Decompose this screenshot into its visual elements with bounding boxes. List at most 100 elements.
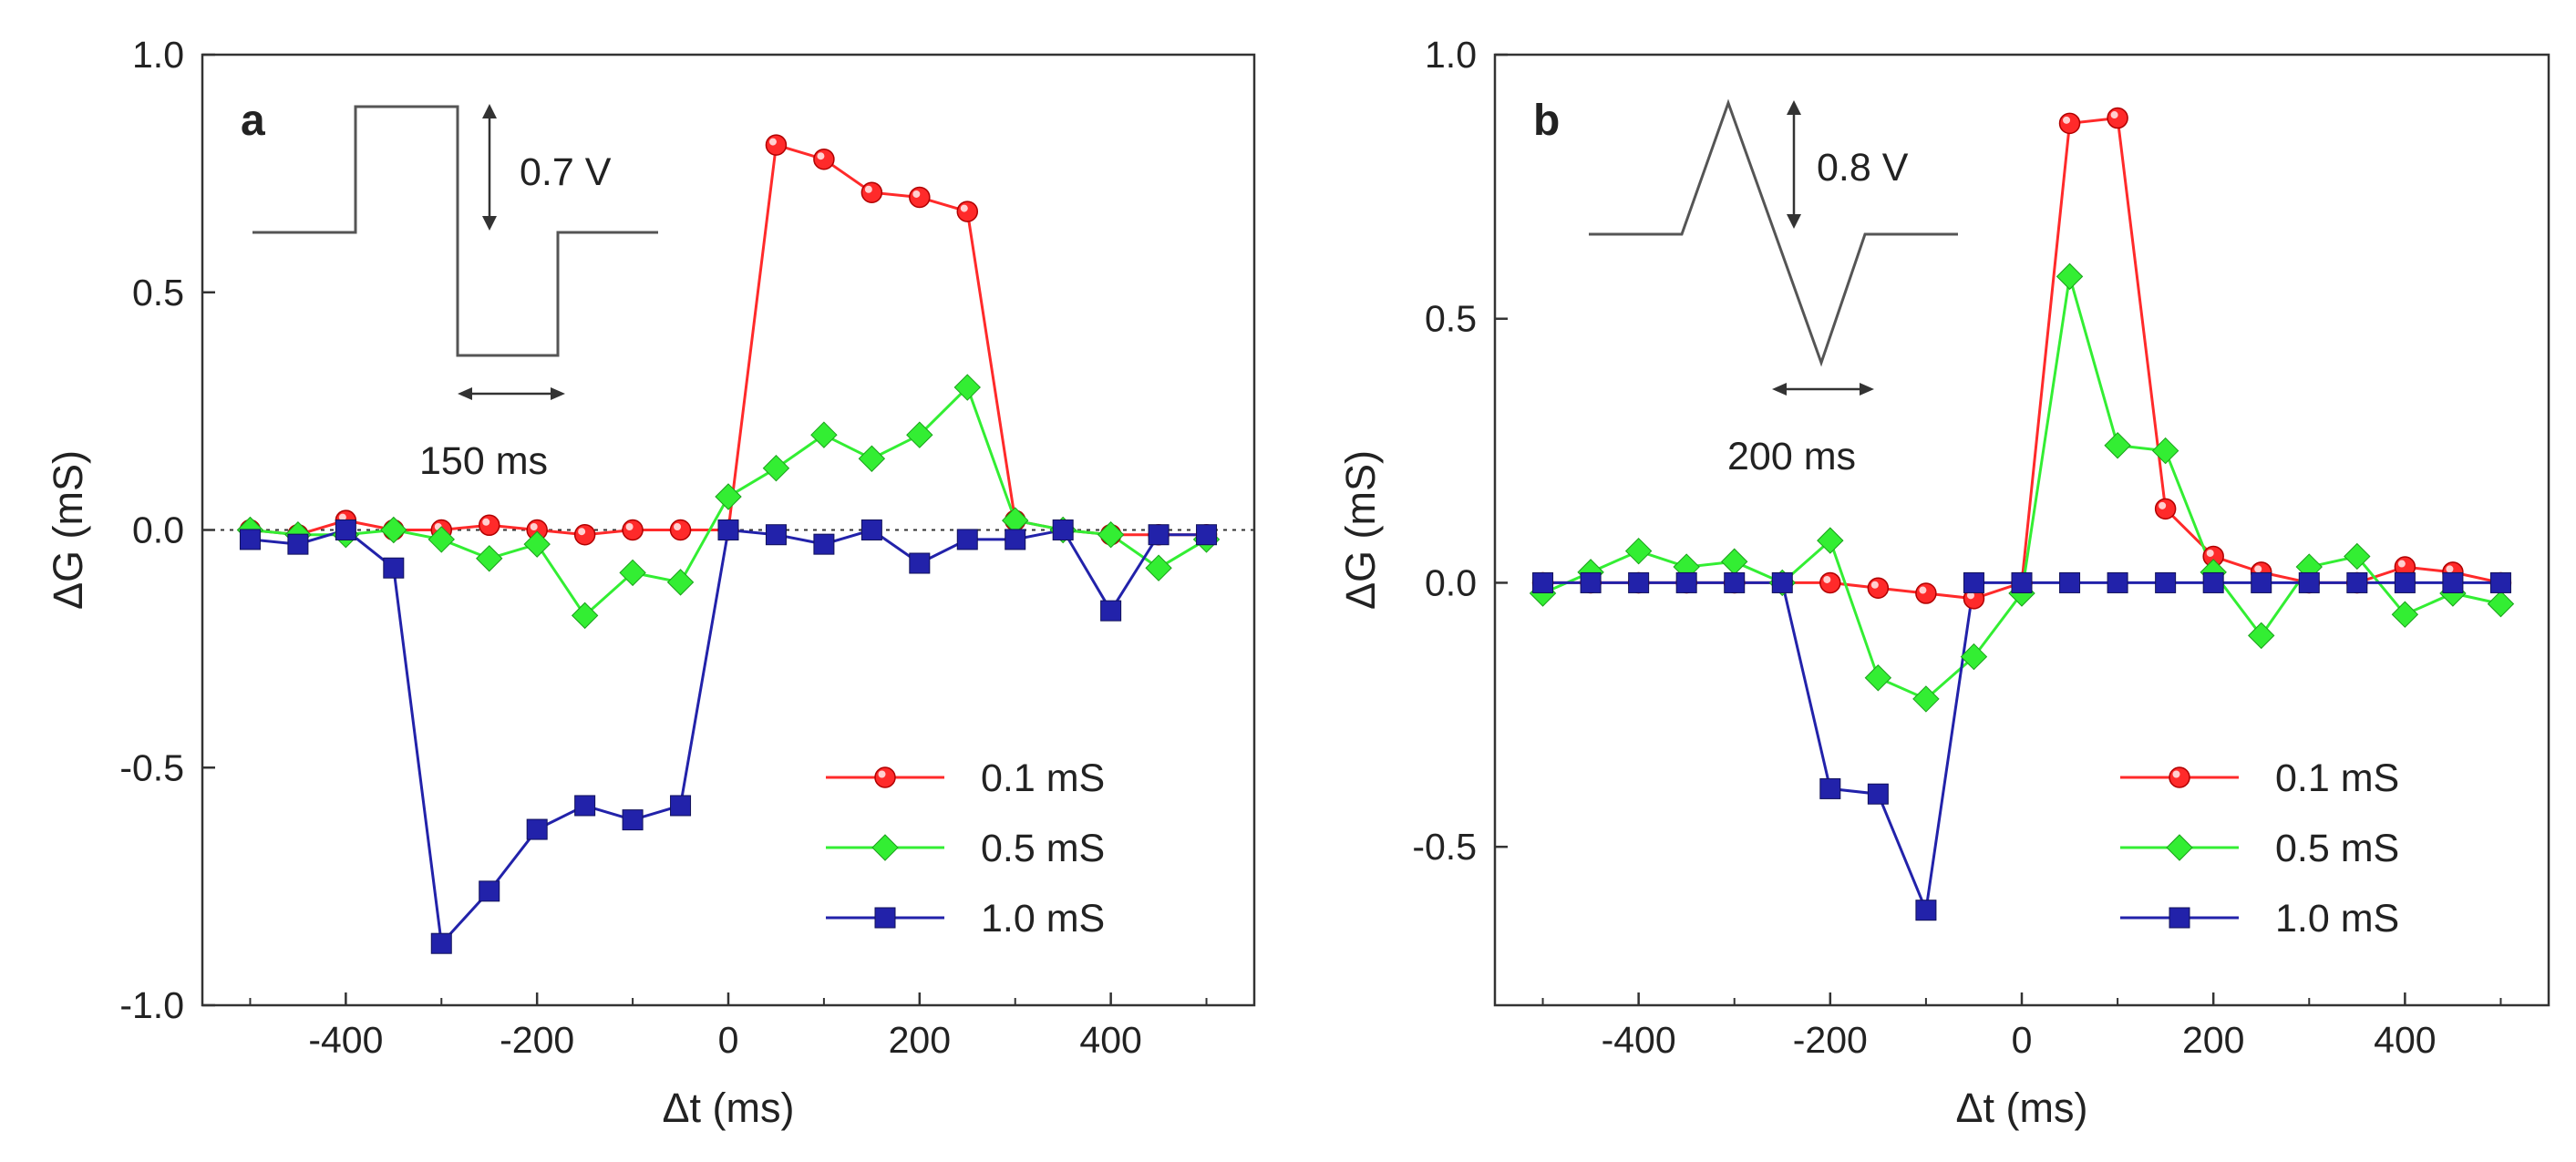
marker-circle — [765, 134, 788, 156]
legend-item-0-5-mS: 0.5 mS — [2120, 827, 2399, 870]
data-point-0-5-mS-7 — [1864, 664, 1892, 692]
marker-diamond — [571, 602, 599, 630]
marker-circle — [573, 523, 596, 546]
marker-highlight — [2172, 770, 2180, 778]
marker-square — [2298, 571, 2320, 593]
data-point-1-0-mS-11 — [2059, 571, 2081, 593]
marker-square — [2346, 571, 2368, 593]
y-tick-label: 0.0 — [132, 509, 184, 551]
data-point-0-1-mS-9 — [669, 519, 692, 541]
data-point-1-0-mS-2 — [1628, 571, 1650, 593]
x-axis-label: Δt (ms) — [662, 1085, 794, 1131]
data-point-1-0-mS-12 — [813, 533, 835, 555]
panel-label: a — [241, 97, 265, 145]
data-point-1-0-mS-5 — [479, 880, 500, 902]
series-markers-1-0-mS — [1532, 571, 2511, 921]
marker-highlight — [960, 204, 968, 212]
data-point-1-0-mS-18 — [1100, 600, 1122, 622]
marker-circle — [860, 181, 883, 203]
marker-square — [2011, 571, 2033, 593]
legend-label: 1.0 mS — [981, 897, 1105, 941]
marker-square — [1628, 571, 1650, 593]
series-markers-0-5-mS — [236, 374, 1221, 630]
data-point-0-1-mS-8 — [1915, 582, 1937, 604]
marker-diamond — [2391, 601, 2419, 628]
marker-square — [1005, 529, 1026, 550]
legend-item-0-1-mS: 0.1 mS — [2120, 756, 2399, 800]
arrow-head-icon — [551, 387, 565, 400]
arrow-head-icon — [458, 387, 472, 400]
marker-diamond — [871, 834, 899, 861]
marker-square — [1675, 571, 1697, 593]
data-point-1-0-mS-15 — [956, 529, 978, 550]
legend-item-1-0-mS: 1.0 mS — [2120, 897, 2399, 941]
marker-circle — [956, 201, 979, 222]
marker-highlight — [2063, 116, 2071, 124]
data-point-0-5-mS-13 — [2151, 437, 2179, 465]
data-point-0-1-mS-13 — [2154, 498, 2177, 520]
data-point-0-1-mS-legend — [874, 766, 896, 788]
arrow-head-icon — [1787, 214, 1801, 229]
arrow-head-icon — [482, 216, 497, 231]
marker-diamond — [619, 559, 646, 587]
marker-diamond — [1721, 548, 1748, 575]
data-point-0-1-mS-12 — [2107, 107, 2128, 129]
marker-diamond — [762, 454, 790, 482]
data-series-group — [236, 134, 1221, 954]
series-line-0-1-mS — [1542, 116, 2501, 601]
marker-highlight — [674, 523, 682, 530]
marker-square — [2394, 571, 2416, 593]
data-point-1-0-mS-legend — [874, 907, 896, 929]
marker-diamond — [380, 516, 407, 544]
data-point-1-0-mS-10 — [2011, 571, 2033, 593]
marker-square — [909, 552, 931, 574]
pulse-inset: 0.7 V 150 ms — [252, 104, 658, 483]
marker-square — [1771, 571, 1793, 593]
marker-diamond — [666, 569, 695, 596]
data-point-1-0-mS-3 — [383, 557, 405, 579]
data-point-1-0-mS-5 — [1771, 571, 1793, 593]
data-point-1-0-mS-6 — [1819, 777, 1841, 799]
data-point-1-0-mS-0 — [239, 529, 261, 550]
pulse-inset: 0.8 V 200 ms — [1589, 98, 1958, 478]
marker-square — [1052, 519, 1074, 540]
data-point-0-1-mS-11 — [765, 134, 788, 156]
marker-circle — [478, 514, 500, 537]
marker-highlight — [482, 518, 490, 526]
marker-highlight — [530, 523, 538, 530]
data-point-1-0-mS-18 — [2394, 571, 2416, 593]
legend-label: 0.1 mS — [2275, 756, 2399, 800]
data-point-1-0-mS-9 — [1963, 571, 1984, 593]
marker-highlight — [1966, 591, 1974, 600]
marker-highlight — [2159, 501, 2167, 509]
inset-width-label: 200 ms — [1727, 435, 1856, 478]
inset-amplitude-label: 0.7 V — [520, 150, 612, 194]
data-point-0-1-mS-7 — [573, 523, 596, 546]
marker-diamond — [1145, 554, 1172, 581]
marker-square — [2489, 571, 2511, 593]
marker-highlight — [878, 770, 886, 778]
data-point-1-0-mS-8 — [622, 809, 644, 831]
series-line-1-0-mS — [250, 528, 1207, 947]
data-point-0-5-mS-19 — [1145, 554, 1172, 581]
data-point-0-1-mS-14 — [909, 186, 931, 209]
data-point-0-1-mS-14 — [2202, 545, 2224, 568]
data-point-0-5-mS-17 — [2344, 542, 2371, 571]
panel-b: -400 -200 0 200 400 1.0 0.5 0.0 -0.5 Δt (ms) ΔG (m… — [1337, 34, 2550, 1131]
marker-diamond — [1097, 521, 1125, 549]
marker-square — [860, 519, 882, 540]
marker-circle — [874, 766, 896, 788]
marker-square — [1724, 571, 1746, 593]
x-tick-label: 200 — [889, 1019, 951, 1061]
data-point-1-0-mS-17 — [2346, 571, 2368, 593]
data-point-1-0-mS-20 — [2489, 571, 2511, 593]
marker-diamond — [2104, 432, 2131, 459]
data-point-1-0-mS-13 — [860, 519, 882, 540]
series-markers-0-1-mS — [1531, 107, 2512, 610]
marker-highlight — [1823, 575, 1831, 583]
marker-highlight — [912, 190, 921, 198]
panel-label: b — [1533, 97, 1560, 145]
marker-square — [2251, 571, 2272, 593]
marker-diamond — [523, 530, 551, 558]
marker-square — [1819, 777, 1841, 799]
